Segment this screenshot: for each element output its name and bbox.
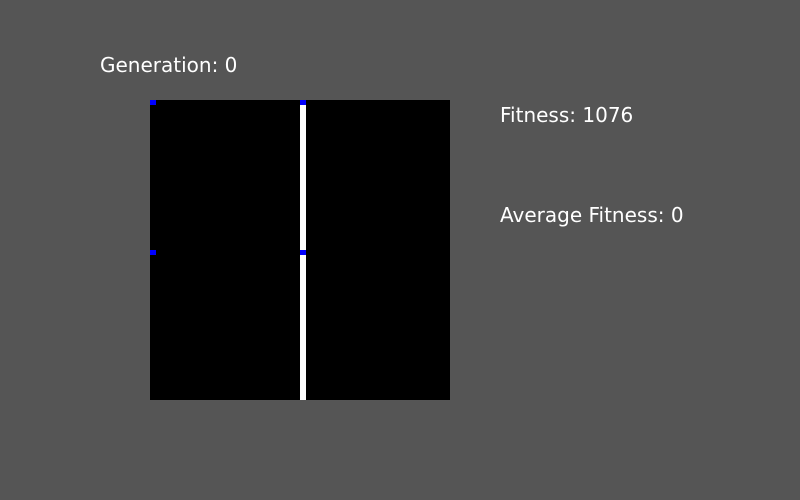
generation-label: Generation: 0 xyxy=(100,53,238,77)
node-marker-top-left xyxy=(150,100,156,105)
fitness-label: Fitness: 1076 xyxy=(500,103,634,127)
node-marker-middle-left xyxy=(150,250,156,255)
node-marker-middle-center xyxy=(300,250,306,255)
average-fitness-label: Average Fitness: 0 xyxy=(500,203,684,227)
node-marker-top-center xyxy=(300,100,306,105)
simulation-board xyxy=(150,100,450,400)
